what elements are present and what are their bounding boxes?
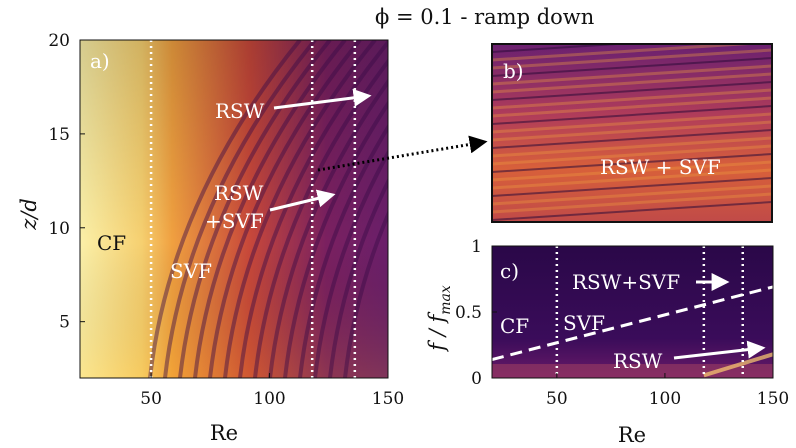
panel-a-xlabel: Re [210, 421, 238, 445]
panel-c-ylabel-main: f / f [425, 312, 449, 353]
panel-c-xtick-label: 100 [649, 389, 681, 409]
panel-b-rsw-svf-label: RSW + SVF [600, 155, 721, 179]
panel-b-stripe [492, 177, 772, 197]
panel-b-stripe [492, 136, 772, 158]
panel-b-stripe [492, 48, 772, 70]
panel-a-frame [79, 39, 389, 379]
panel-b-stripe [492, 160, 772, 182]
panel-a-stripe [253, 58, 388, 378]
panel-c-label: c) [500, 259, 519, 283]
panel-b-stripe [492, 144, 772, 166]
panel-a: a) CF SVF RSW +SVF RSW 50 100 150 5 10 15 20 R… [17, 31, 404, 445]
panel-a-label: a) [90, 49, 110, 73]
panel-a-ylabel: z/d [17, 198, 41, 231]
panel-a-stripe [313, 149, 388, 378]
panel-a-shading [80, 40, 388, 378]
panel-b-stripe [492, 120, 772, 142]
panel-b-stripe [492, 105, 772, 125]
panel-b-stripes [492, 44, 772, 221]
panel-a-ytick-label: 5 [59, 313, 70, 333]
panel-b-stripe [492, 72, 772, 94]
panel-c-ticks: 50 100 150 0 0.5 1 [455, 237, 789, 409]
panel-a-stripe [328, 177, 388, 378]
panel-b-label: b) [503, 59, 524, 83]
panel-a-xtick-label: 50 [140, 389, 162, 409]
panel-c-xtick-label: 150 [757, 389, 789, 409]
panel-a-rsw-svf-label-line1: RSW [214, 181, 264, 205]
panel-c-rsw-svf-label: RSW+SVF [572, 270, 680, 294]
panel-a-stripe [298, 123, 388, 378]
panel-b-stripe [492, 96, 772, 118]
zoom-connector-arrow [317, 135, 488, 172]
panel-c-ylabel-sub: max [438, 285, 454, 315]
panel-c-svf-label: SVF [563, 311, 605, 335]
panel-c-trend-line [491, 285, 774, 361]
panel-b-stripe [492, 201, 772, 221]
panel-c-heatmap [492, 246, 773, 378]
panel-a-rsw-svf-arrow [269, 189, 336, 212]
panel-a-xtick-label: 100 [253, 389, 285, 409]
panel-a-ytick-label: 10 [48, 219, 70, 239]
panel-a-xtick-label: 150 [372, 389, 404, 409]
panel-b-stripe [492, 64, 772, 86]
panel-b-stripe [492, 129, 772, 149]
panel-b-stripe [492, 44, 633, 53]
panel-a-stripe [208, 40, 362, 378]
panel-b-stripe [492, 57, 772, 77]
panel-b-stripe [492, 112, 772, 134]
panel-b: b) RSW + SVF [491, 43, 773, 223]
panel-a-stripe [343, 209, 388, 378]
panel-c-ytick-label: 0.5 [455, 303, 482, 323]
panel-a-cf-label: CF [97, 231, 126, 255]
panel-b-stripe [492, 168, 772, 190]
panel-a-ticks: 50 100 150 5 10 15 20 [48, 31, 404, 409]
panel-a-threshold-lines [149, 40, 357, 378]
panel-b-stripe [492, 184, 772, 206]
panel-b-stripe [492, 192, 772, 214]
panel-c-xlabel: Re [618, 423, 646, 447]
figure-title: ϕ = 0.1 - ramp down [375, 5, 594, 29]
panel-c-rsw-label: RSW [613, 349, 663, 373]
panel-a-rsw-svf-label-line2: +SVF [205, 209, 264, 233]
panel-a-ytick-label: 20 [48, 31, 70, 51]
panel-c-cf-label: CF [500, 314, 529, 338]
panel-b-stripe [492, 153, 772, 173]
panel-a-stripe [163, 40, 317, 378]
panel-c-ytick-label: 0 [471, 369, 482, 389]
panel-c: c) CF SVF RSW+SVF RSW 50 100 150 0 0.5 1 Re f… [425, 237, 789, 447]
panel-a-ytick-label: 15 [48, 125, 70, 145]
panel-a-rsw-arrow [273, 88, 372, 110]
panel-b-stripe [492, 88, 772, 110]
panel-c-ytick-label: 1 [471, 237, 482, 257]
panel-c-rsw-arrow [673, 340, 766, 360]
panel-b-stripe [492, 81, 772, 101]
panel-a-stripe [223, 40, 377, 378]
panel-a-rsw-label: RSW [215, 99, 265, 123]
panel-b-frame [491, 43, 773, 223]
panel-c-xtick-label: 50 [546, 389, 568, 409]
panel-a-stripe [178, 40, 332, 378]
panel-a-stripe [148, 40, 302, 378]
panel-c-ylabel: f / fmax [425, 285, 454, 353]
panel-a-svf-label: SVF [170, 259, 212, 283]
